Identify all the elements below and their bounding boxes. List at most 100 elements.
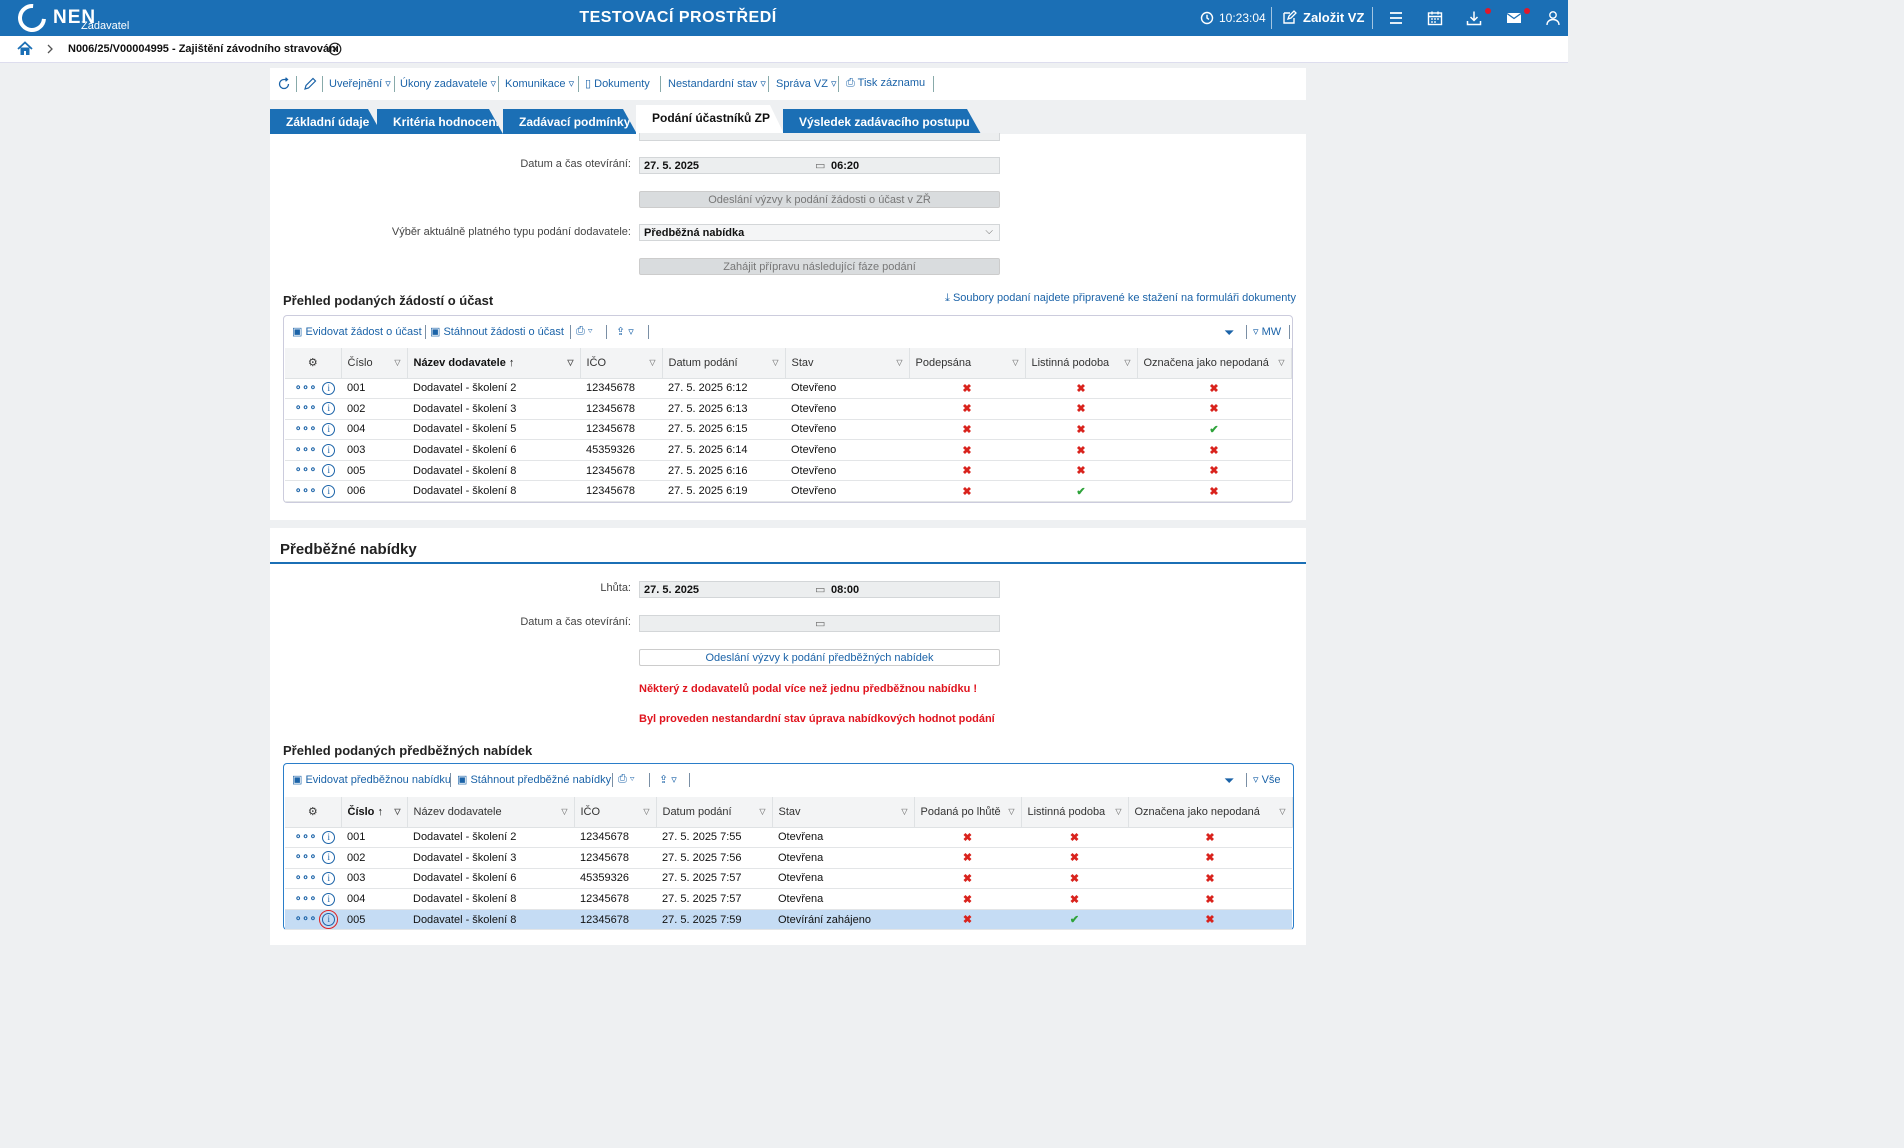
col-supplier-name[interactable]: Název dodavatele ↑ ▽ [407, 348, 581, 379]
info-icon[interactable]: i [322, 871, 336, 885]
register-application-button[interactable]: ▣ Evidovat žádost o účast [292, 326, 422, 338]
info-icon[interactable]: i [322, 851, 336, 865]
row-menu-icon[interactable]: ⚬⚬⚬ [294, 403, 317, 415]
download-icon[interactable] [1466, 10, 1482, 26]
col-state[interactable]: Stav ▽ [785, 348, 910, 379]
row-menu-icon[interactable]: ⚬⚬⚬ [294, 852, 317, 864]
view-selector[interactable]: ▿ MW [1253, 326, 1282, 338]
menu-print[interactable]: ⎙ Tisk záznamu [846, 77, 926, 89]
home-icon[interactable] [17, 41, 33, 56]
col-ico[interactable]: IČO ▽ [574, 797, 657, 828]
info-icon[interactable]: i [319, 910, 339, 930]
new-vz-button[interactable]: Založit VZ [1282, 10, 1364, 25]
breadcrumb-item[interactable]: N006/25/V00004995 - Zajištění závodního … [68, 43, 339, 55]
close-icon[interactable] [328, 42, 342, 56]
info-icon[interactable]: i [322, 484, 336, 498]
table-row[interactable]: ⚬⚬⚬ i 003 Dodavatel - školení 6 45359326 27.… [285, 439, 1291, 461]
submission-type-select[interactable]: Předběžná nabídka ⌵ [639, 224, 1000, 241]
cell-submission-date: 27. 5. 2025 6:12 [662, 378, 785, 400]
table-row[interactable]: ⚬⚬⚬ i 005 Dodavatel - školení 8 12345678 27.… [285, 460, 1291, 482]
filter-icon[interactable]: ⏷ [1224, 325, 1235, 340]
info-icon[interactable]: i [322, 464, 336, 478]
tab-basic-info[interactable]: Základní údaje [270, 109, 382, 134]
col-paper-form[interactable]: Listinná podoba ▽ [1025, 348, 1138, 379]
nen-logo[interactable]: NEN [12, 0, 96, 38]
col-submission-date[interactable]: Datum podání ▽ [662, 348, 786, 379]
refresh-icon[interactable] [277, 77, 291, 91]
menu-publish[interactable]: Uveřejnění ▿ [329, 78, 391, 90]
pencil-icon[interactable] [303, 77, 317, 91]
row-menu-icon[interactable]: ⚬⚬⚬ [294, 423, 317, 435]
check-icon: ✔ [1209, 423, 1219, 436]
cell-number: 003 [341, 868, 407, 890]
row-menu-icon[interactable]: ⚬⚬⚬ [294, 893, 317, 905]
calendar-icon[interactable] [1427, 10, 1443, 26]
table-row[interactable]: ⚬⚬⚬ i 001 Dodavatel - školení 2 12345678 27.… [285, 827, 1292, 849]
info-icon[interactable]: i [322, 443, 336, 457]
menu-actions[interactable]: Úkony zadavatele ▿ [400, 78, 497, 90]
col-paper-form[interactable]: Listinná podoba ▽ [1021, 797, 1129, 828]
cross-icon: ✖ [962, 893, 973, 906]
col-marked-unsubmitted[interactable]: Označena jako nepodaná ▽ [1128, 797, 1293, 828]
table-row[interactable]: ⚬⚬⚬ i 004 Dodavatel - školení 8 12345678 27.… [285, 888, 1292, 910]
table-row[interactable]: ⚬⚬⚬ i 004 Dodavatel - školení 5 12345678 27.… [285, 419, 1291, 441]
print-menu[interactable]: ⎙ ▿ [576, 325, 593, 337]
open-datetime-label: Datum a čas otevírání: [520, 616, 631, 628]
tab-submissions[interactable]: Podání účastníků ZP [636, 105, 784, 134]
info-icon[interactable]: i [322, 422, 336, 436]
col-submission-date[interactable]: Datum podání ▽ [656, 797, 773, 828]
export-menu[interactable]: ⇪ ▿ [659, 774, 677, 786]
col-marked-unsubmitted[interactable]: Označena jako nepodaná ▽ [1137, 348, 1292, 379]
send-offer-invitation-button[interactable]: Odeslání výzvy k podání předběžných nabí… [639, 649, 1000, 666]
download-offers-button[interactable]: ▣ Stáhnout předběžné nabídky [457, 774, 612, 786]
tab-result[interactable]: Výsledek zadávacího postupu [783, 109, 981, 134]
files-download-link[interactable]: ⤓ Soubory podaní najdete připravené ke s… [945, 292, 1296, 305]
info-icon[interactable]: i [322, 892, 336, 906]
col-number[interactable]: Číslo ▽ [341, 348, 408, 379]
menu-communication[interactable]: Komunikace ▿ [505, 78, 575, 90]
download-applications-button[interactable]: ▣ Stáhnout žádosti o účast [430, 326, 564, 338]
row-menu-icon[interactable]: ⚬⚬⚬ [294, 831, 317, 843]
table-row[interactable]: ⚬⚬⚬ i 006 Dodavatel - školení 8 12345678 27.… [285, 480, 1291, 503]
row-menu-icon[interactable]: ⚬⚬⚬ [294, 485, 317, 497]
column-settings-icon[interactable]: ⚙ [285, 348, 342, 379]
col-supplier-name[interactable]: Název dodavatele ▽ [407, 797, 575, 828]
info-icon[interactable]: i [322, 402, 336, 416]
menu-icon[interactable] [1388, 10, 1404, 26]
cross-icon: ✖ [962, 914, 973, 927]
print-menu[interactable]: ⎙ ▿ [618, 773, 635, 785]
table-row[interactable]: ⚬⚬⚬ i 002 Dodavatel - školení 3 12345678 27.… [285, 398, 1291, 420]
menu-documents[interactable]: ▯ Dokumenty [585, 78, 650, 90]
row-menu-icon[interactable]: ⚬⚬⚬ [294, 382, 317, 394]
tab-criteria[interactable]: Kritéria hodnocení [377, 109, 503, 134]
row-menu-icon[interactable]: ⚬⚬⚬ [294, 914, 317, 926]
cell-submission-date: 27. 5. 2025 6:19 [662, 480, 785, 503]
cross-icon: ✖ [1209, 382, 1219, 395]
row-menu-icon[interactable]: ⚬⚬⚬ [294, 444, 317, 456]
menu-management[interactable]: Správa VZ ▿ [776, 78, 837, 90]
mail-icon[interactable] [1506, 10, 1522, 26]
menu-nonstandard[interactable]: Nestandardní stav ▿ [668, 78, 766, 90]
export-menu[interactable]: ⇪ ▿ [616, 326, 634, 338]
row-menu-icon[interactable]: ⚬⚬⚬ [294, 465, 317, 477]
register-offer-button[interactable]: ▣ Evidovat předběžnou nabídku [292, 774, 452, 786]
user-icon[interactable] [1545, 10, 1561, 26]
table-row[interactable]: ⚬⚬⚬ i 002 Dodavatel - školení 3 12345678 27.… [285, 847, 1292, 869]
col-ico[interactable]: IČO ▽ [580, 348, 663, 379]
col-late[interactable]: Podaná po lhůtě ▽ [914, 797, 1022, 828]
col-state[interactable]: Stav ▽ [772, 797, 915, 828]
filter-icon[interactable]: ⏷ [1224, 773, 1235, 788]
table-row[interactable]: ⚬⚬⚬ i 005 Dodavatel - školení 8 12345678 27.… [285, 909, 1292, 931]
row-menu-icon[interactable]: ⚬⚬⚬ [294, 872, 317, 884]
table-row[interactable]: ⚬⚬⚬ i 003 Dodavatel - školení 6 45359326 27.… [285, 868, 1292, 890]
cross-icon: ✖ [1076, 465, 1086, 478]
info-icon[interactable]: i [322, 381, 336, 395]
col-number[interactable]: Číslo ↑ ▽ [341, 797, 408, 828]
view-selector[interactable]: ▿ Vše [1253, 774, 1281, 786]
tab-conditions[interactable]: Zadávací podmínky [503, 109, 637, 134]
col-signed[interactable]: Podepsána ▽ [909, 348, 1026, 379]
submission-type-value: Předběžná nabídka [644, 227, 745, 239]
column-settings-icon[interactable]: ⚙ [285, 797, 342, 828]
table-row[interactable]: ⚬⚬⚬ i 001 Dodavatel - školení 2 12345678 27.… [285, 378, 1291, 400]
info-icon[interactable]: i [322, 830, 336, 844]
